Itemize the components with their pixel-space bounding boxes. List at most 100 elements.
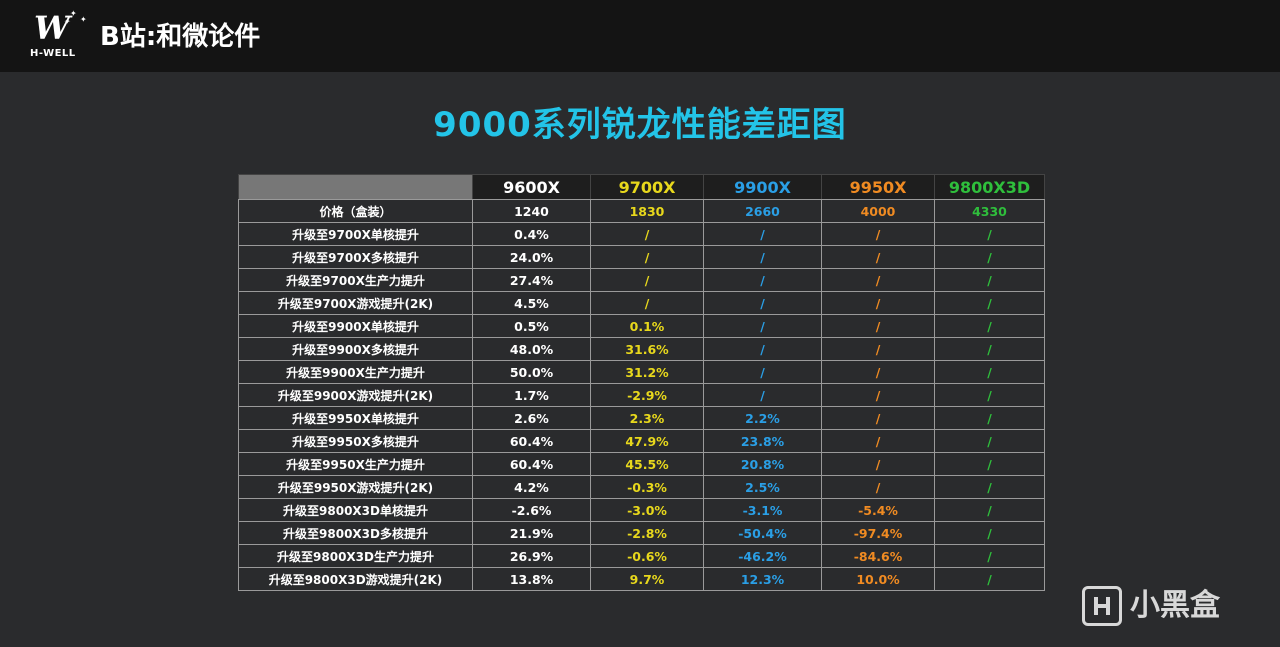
performance-table: 9600X 9700X 9900X 9950X 9800X3D 价格（盒装） 12… [238,174,1045,591]
cell-9700x: -2.8% [590,521,704,545]
cell-9950x: / [821,406,935,430]
table-row: 升级至9950X游戏提升(2K) 4.2% -0.3% 2.5% / / [238,475,1045,499]
cell-9600x: 4.5% [472,291,591,315]
cell-9900x: 20.8% [703,452,822,476]
table-row: 升级至9700X多核提升 24.0% / / / / [238,245,1045,269]
channel-name: B站:和微论件 [100,22,261,52]
cell-9900x: / [703,360,822,384]
cell-9950x: 10.0% [821,567,935,591]
table-row: 升级至9900X游戏提升(2K) 1.7% -2.9% / / / [238,383,1045,407]
star-icon: ✦ [70,9,77,18]
cell-9600x: 1240 [472,199,591,223]
cell-9950x: -5.4% [821,498,935,522]
cell-9900x: / [703,222,822,246]
cell-9900x: / [703,383,822,407]
row-label: 升级至9800X3D游戏提升(2K) [238,567,473,591]
cell-9950x: / [821,452,935,476]
cell-9800x3d: / [934,475,1045,499]
cell-9800x3d: / [934,268,1045,292]
cell-9700x: 9.7% [590,567,704,591]
cell-9900x: 2660 [703,199,822,223]
table-row: 升级至9700X游戏提升(2K) 4.5% / / / / [238,291,1045,315]
cell-9950x: / [821,291,935,315]
cell-9700x: / [590,268,704,292]
cell-9700x: 45.5% [590,452,704,476]
cell-9700x: / [590,222,704,246]
cell-9950x: / [821,314,935,338]
table-row: 升级至9900X单核提升 0.5% 0.1% / / / [238,314,1045,338]
cell-9700x: 2.3% [590,406,704,430]
cell-9600x: 24.0% [472,245,591,269]
cell-9900x: / [703,291,822,315]
table-row: 升级至9950X多核提升 60.4% 47.9% 23.8% / / [238,429,1045,453]
cell-9950x: -84.6% [821,544,935,568]
cell-9600x: 60.4% [472,429,591,453]
h-well-logo: ✦ ✦ ✦ W H-WELL [30,10,92,62]
cell-9950x: / [821,383,935,407]
cell-9700x: 31.6% [590,337,704,361]
row-label: 升级至9700X多核提升 [238,245,473,269]
column-header-9600x: 9600X [472,174,591,200]
row-label: 升级至9900X多核提升 [238,337,473,361]
row-label: 升级至9700X生产力提升 [238,268,473,292]
table-row: 升级至9800X3D生产力提升 26.9% -0.6% -46.2% -84.6% / [238,544,1045,568]
cell-9700x: 47.9% [590,429,704,453]
cell-9600x: 2.6% [472,406,591,430]
logo-text: H-WELL [30,48,76,59]
cell-9700x: / [590,245,704,269]
row-label: 升级至9950X多核提升 [238,429,473,453]
row-label: 升级至9700X游戏提升(2K) [238,291,473,315]
cell-9950x: / [821,245,935,269]
star-icon: ✦ [80,15,87,24]
cell-9950x: / [821,222,935,246]
cell-9800x3d: / [934,383,1045,407]
cell-9950x: / [821,475,935,499]
cell-9800x3d: / [934,222,1045,246]
row-label: 升级至9950X游戏提升(2K) [238,475,473,499]
cell-9800x3d: 4330 [934,199,1045,223]
column-header-9800x3d: 9800X3D [934,174,1045,200]
table-corner-cell [238,174,473,200]
cell-9800x3d: / [934,291,1045,315]
star-icon: ✦ [64,17,71,26]
cell-9900x: -50.4% [703,521,822,545]
cell-9950x: / [821,360,935,384]
table-row: 升级至9800X3D单核提升 -2.6% -3.0% -3.1% -5.4% / [238,498,1045,522]
logo-monogram: W [34,9,70,47]
cell-9700x: 0.1% [590,314,704,338]
table-row: 升级至9800X3D多核提升 21.9% -2.8% -50.4% -97.4% / [238,521,1045,545]
cell-9700x: 1830 [590,199,704,223]
cell-9800x3d: / [934,452,1045,476]
row-label: 升级至9900X游戏提升(2K) [238,383,473,407]
cell-9600x: -2.6% [472,498,591,522]
cell-9600x: 4.2% [472,475,591,499]
cell-9900x: -3.1% [703,498,822,522]
cell-9600x: 13.8% [472,567,591,591]
cell-9600x: 60.4% [472,452,591,476]
xiaoheihe-logo-icon [1082,586,1122,626]
row-label: 升级至9950X生产力提升 [238,452,473,476]
row-label: 升级至9700X单核提升 [238,222,473,246]
cell-9800x3d: / [934,544,1045,568]
table-row: 升级至9900X生产力提升 50.0% 31.2% / / / [238,360,1045,384]
cell-9700x: -2.9% [590,383,704,407]
watermark-text: 小黑盒 [1130,588,1220,623]
cell-9800x3d: / [934,337,1045,361]
cell-9600x: 48.0% [472,337,591,361]
column-header-9700x: 9700X [590,174,704,200]
cell-9900x: 2.5% [703,475,822,499]
cell-9600x: 0.5% [472,314,591,338]
cell-9800x3d: / [934,429,1045,453]
cell-9950x: -97.4% [821,521,935,545]
cell-9950x: / [821,337,935,361]
xiaoheihe-watermark: 小黑盒 [1082,584,1252,628]
row-label: 升级至9800X3D多核提升 [238,521,473,545]
table-row: 升级至9700X单核提升 0.4% / / / / [238,222,1045,246]
cell-9900x: / [703,245,822,269]
cell-9900x: 12.3% [703,567,822,591]
row-label: 升级至9900X单核提升 [238,314,473,338]
table-row: 升级至9900X多核提升 48.0% 31.6% / / / [238,337,1045,361]
cell-9800x3d: / [934,245,1045,269]
cell-9900x: / [703,268,822,292]
cell-9600x: 50.0% [472,360,591,384]
